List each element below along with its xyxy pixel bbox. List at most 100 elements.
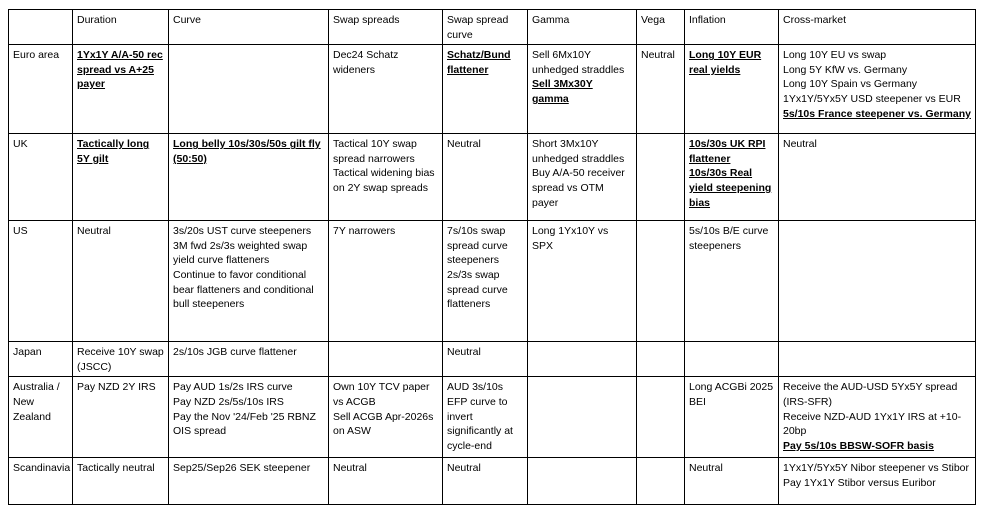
cell-uk-duration: Tactically long 5Y gilt xyxy=(72,133,169,222)
trade-idea-highlighted: Long belly 10s/30s/50s gilt fly (50:50) xyxy=(173,138,321,165)
trade-idea: Buy A/A-50 receiver spread vs OTM payer xyxy=(532,167,625,209)
trade-idea: Neutral xyxy=(447,346,481,359)
row-header-australia-new-zealand: Australia / New Zealand xyxy=(8,376,73,459)
cell-japan-swap_spreads xyxy=(328,341,443,378)
row-header-euro-area: Euro area xyxy=(8,44,73,135)
trade-idea-highlighted: Long 10Y EUR real yields xyxy=(689,49,762,76)
cell-scandinavia-duration: Tactically neutral xyxy=(72,457,169,505)
trade-idea-highlighted: 5s/10s France steepener vs. Germany xyxy=(783,107,971,120)
trade-idea: Receive NZD-AUD 1Yx1Y IRS at +10-20bp xyxy=(783,410,962,438)
trade-idea-highlighted: Tactically long 5Y gilt xyxy=(77,138,150,165)
trade-idea: Neutral xyxy=(783,138,817,151)
table-row: Scandinavia Tactically neutral Sep25/Sep26… xyxy=(8,457,976,505)
trade-idea: Tactical 10Y swap spread narrowers xyxy=(333,138,417,165)
trade-idea-highlighted: Pay 5s/10s BBSW-SOFR basis xyxy=(783,439,934,452)
cell-us-swap_spread_curve: 7s/10s swap spread curve steepeners 2s/3s… xyxy=(442,220,528,343)
trade-idea: Neutral xyxy=(447,138,481,151)
cell-euro-area-curve xyxy=(168,44,329,135)
cell-uk-curve: Long belly 10s/30s/50s gilt fly (50:50) xyxy=(168,133,329,222)
table-header: Duration Curve Swap spreads Swap spread … xyxy=(8,8,976,46)
column-header-curve: Curve xyxy=(168,8,329,46)
cell-japan-inflation xyxy=(684,341,779,378)
table-row: Japan Receive 10Y swap (JSCC) 2s/10s JGB c… xyxy=(8,341,976,378)
cell-australia-new-zealand-vega xyxy=(636,376,685,459)
cell-uk-swap_spreads: Tactical 10Y swap spread narrowers Tactic… xyxy=(328,133,443,222)
column-header-swap-spreads: Swap spreads xyxy=(328,8,443,46)
cell-us-vega xyxy=(636,220,685,343)
row-header-us: US xyxy=(8,220,73,343)
column-header-swap-spread-curve: Swap spread curve xyxy=(442,8,528,46)
cell-euro-area-cross_market: Long 10Y EU vs swap Long 5Y KfW vs. Germa… xyxy=(778,44,976,135)
trade-idea: Sep25/Sep26 SEK steepener xyxy=(173,462,311,475)
trade-idea: Neutral xyxy=(77,225,111,238)
trade-idea: Dec24 Schatz wideners xyxy=(333,49,399,76)
trade-idea-highlighted: Schatz/Bund flattener xyxy=(447,49,511,76)
trade-idea: 1Yx1Y/5Yx5Y USD steepener vs EUR xyxy=(783,92,961,105)
column-header-gamma: Gamma xyxy=(527,8,637,46)
trade-idea: Pay the Nov '24/Feb '25 RBNZ OIS spread xyxy=(173,410,316,438)
cell-euro-area-duration: 1Yx1Y A/A-50 rec spread vs A+25 payer xyxy=(72,44,169,135)
trade-idea: Short 3Mx10Y unhedged straddles xyxy=(532,138,625,165)
trade-idea-highlighted: 10s/30s UK RPI flattener xyxy=(689,138,766,165)
cell-us-swap_spreads: 7Y narrowers xyxy=(328,220,443,343)
trade-idea: Sell 6Mx10Y unhedged straddles xyxy=(532,49,625,76)
trade-recommendations-sheet: Duration Curve Swap spreads Swap spread … xyxy=(8,8,976,505)
cell-australia-new-zealand-inflation: Long ACGBi 2025 BEI xyxy=(684,376,779,459)
trade-idea: Neutral xyxy=(641,49,675,62)
cell-australia-new-zealand-curve: Pay AUD 1s/2s IRS curve Pay NZD 2s/5s/10s… xyxy=(168,376,329,459)
trade-recommendations-table: Duration Curve Swap spreads Swap spread … xyxy=(8,8,976,505)
cell-uk-vega xyxy=(636,133,685,222)
cell-japan-swap_spread_curve: Neutral xyxy=(442,341,528,378)
cell-japan-cross_market xyxy=(778,341,976,378)
cell-scandinavia-cross_market: 1Yx1Y/5Yx5Y Nibor steepener vs Stibor Pay… xyxy=(778,457,976,505)
column-header-duration: Duration xyxy=(72,8,169,46)
trade-idea: 1Yx1Y/5Yx5Y Nibor steepener vs Stibor xyxy=(783,462,969,475)
column-header-region xyxy=(8,8,73,46)
cell-uk-inflation: 10s/30s UK RPI flattener 10s/30s Real yie… xyxy=(684,133,779,222)
trade-idea: Long 10Y Spain vs Germany xyxy=(783,78,918,91)
trade-idea: Receive the AUD-USD 5Yx5Y spread (IRS-SF… xyxy=(783,381,958,408)
cell-japan-duration: Receive 10Y swap (JSCC) xyxy=(72,341,169,378)
table-header-row: Duration Curve Swap spreads Swap spread … xyxy=(8,8,976,46)
cell-scandinavia-swap_spread_curve: Neutral xyxy=(442,457,528,505)
trade-idea: Tactically neutral xyxy=(77,462,155,475)
cell-us-duration: Neutral xyxy=(72,220,169,343)
cell-australia-new-zealand-swap_spreads: Own 10Y TCV paper vs ACGB Sell ACGB Apr-2… xyxy=(328,376,443,459)
cell-uk-swap_spread_curve: Neutral xyxy=(442,133,528,222)
trade-idea: Receive 10Y swap (JSCC) xyxy=(77,346,164,373)
cell-japan-gamma xyxy=(527,341,637,378)
cell-japan-vega xyxy=(636,341,685,378)
trade-idea: 2s/10s JGB curve flattener xyxy=(173,346,297,359)
cell-euro-area-gamma: Sell 6Mx10Y unhedged straddles Sell 3Mx30… xyxy=(527,44,637,135)
table-body: Euro area 1Yx1Y A/A-50 rec spread vs A+25… xyxy=(8,44,976,505)
cell-australia-new-zealand-swap_spread_curve: AUD 3s/10s EFP curve to invert significa… xyxy=(442,376,528,459)
trade-idea: Neutral xyxy=(689,462,723,475)
trade-idea: Tactical widening bias on 2Y swap spread… xyxy=(333,167,435,194)
trade-idea: Continue to favor conditional bear flatt… xyxy=(173,268,314,311)
cell-us-gamma: Long 1Yx10Y vs SPX xyxy=(527,220,637,343)
cell-australia-new-zealand-cross_market: Receive the AUD-USD 5Yx5Y spread (IRS-SF… xyxy=(778,376,976,459)
column-header-inflation: Inflation xyxy=(684,8,779,46)
table-row: UK Tactically long 5Y gilt Long belly 10s/… xyxy=(8,133,976,222)
cell-euro-area-inflation: Long 10Y EUR real yields xyxy=(684,44,779,135)
cell-us-curve: 3s/20s UST curve steepeners 3M fwd 2s/3s … xyxy=(168,220,329,343)
trade-idea: 3s/20s UST curve steepeners xyxy=(173,225,312,238)
cell-uk-gamma: Short 3Mx10Y unhedged straddles Buy A/A-5… xyxy=(527,133,637,222)
cell-scandinavia-vega xyxy=(636,457,685,505)
trade-idea: 7Y narrowers xyxy=(333,225,396,238)
trade-idea: Pay NZD 2s/5s/10s IRS xyxy=(173,395,284,408)
trade-idea-highlighted: 10s/30s Real yield steepening bias xyxy=(689,167,772,209)
trade-idea: AUD 3s/10s EFP curve to invert significa… xyxy=(447,381,513,452)
table-row: US Neutral 3s/20s UST curve steepeners 3M f… xyxy=(8,220,976,343)
cell-us-cross_market xyxy=(778,220,976,343)
trade-idea: Long 10Y EU vs swap xyxy=(783,49,887,62)
trade-idea: Pay 1Yx1Y Stibor versus Euribor xyxy=(783,476,936,489)
cell-australia-new-zealand-gamma xyxy=(527,376,637,459)
row-header-japan: Japan xyxy=(8,341,73,378)
column-header-cross-market: Cross-market xyxy=(778,8,976,46)
trade-idea: Own 10Y TCV paper vs ACGB xyxy=(333,381,430,408)
trade-idea: Pay NZD 2Y IRS xyxy=(77,381,156,394)
trade-idea: Long 1Yx10Y vs SPX xyxy=(532,225,609,252)
cell-scandinavia-swap_spreads: Neutral xyxy=(328,457,443,505)
trade-idea: Long ACGBi 2025 BEI xyxy=(689,381,774,408)
